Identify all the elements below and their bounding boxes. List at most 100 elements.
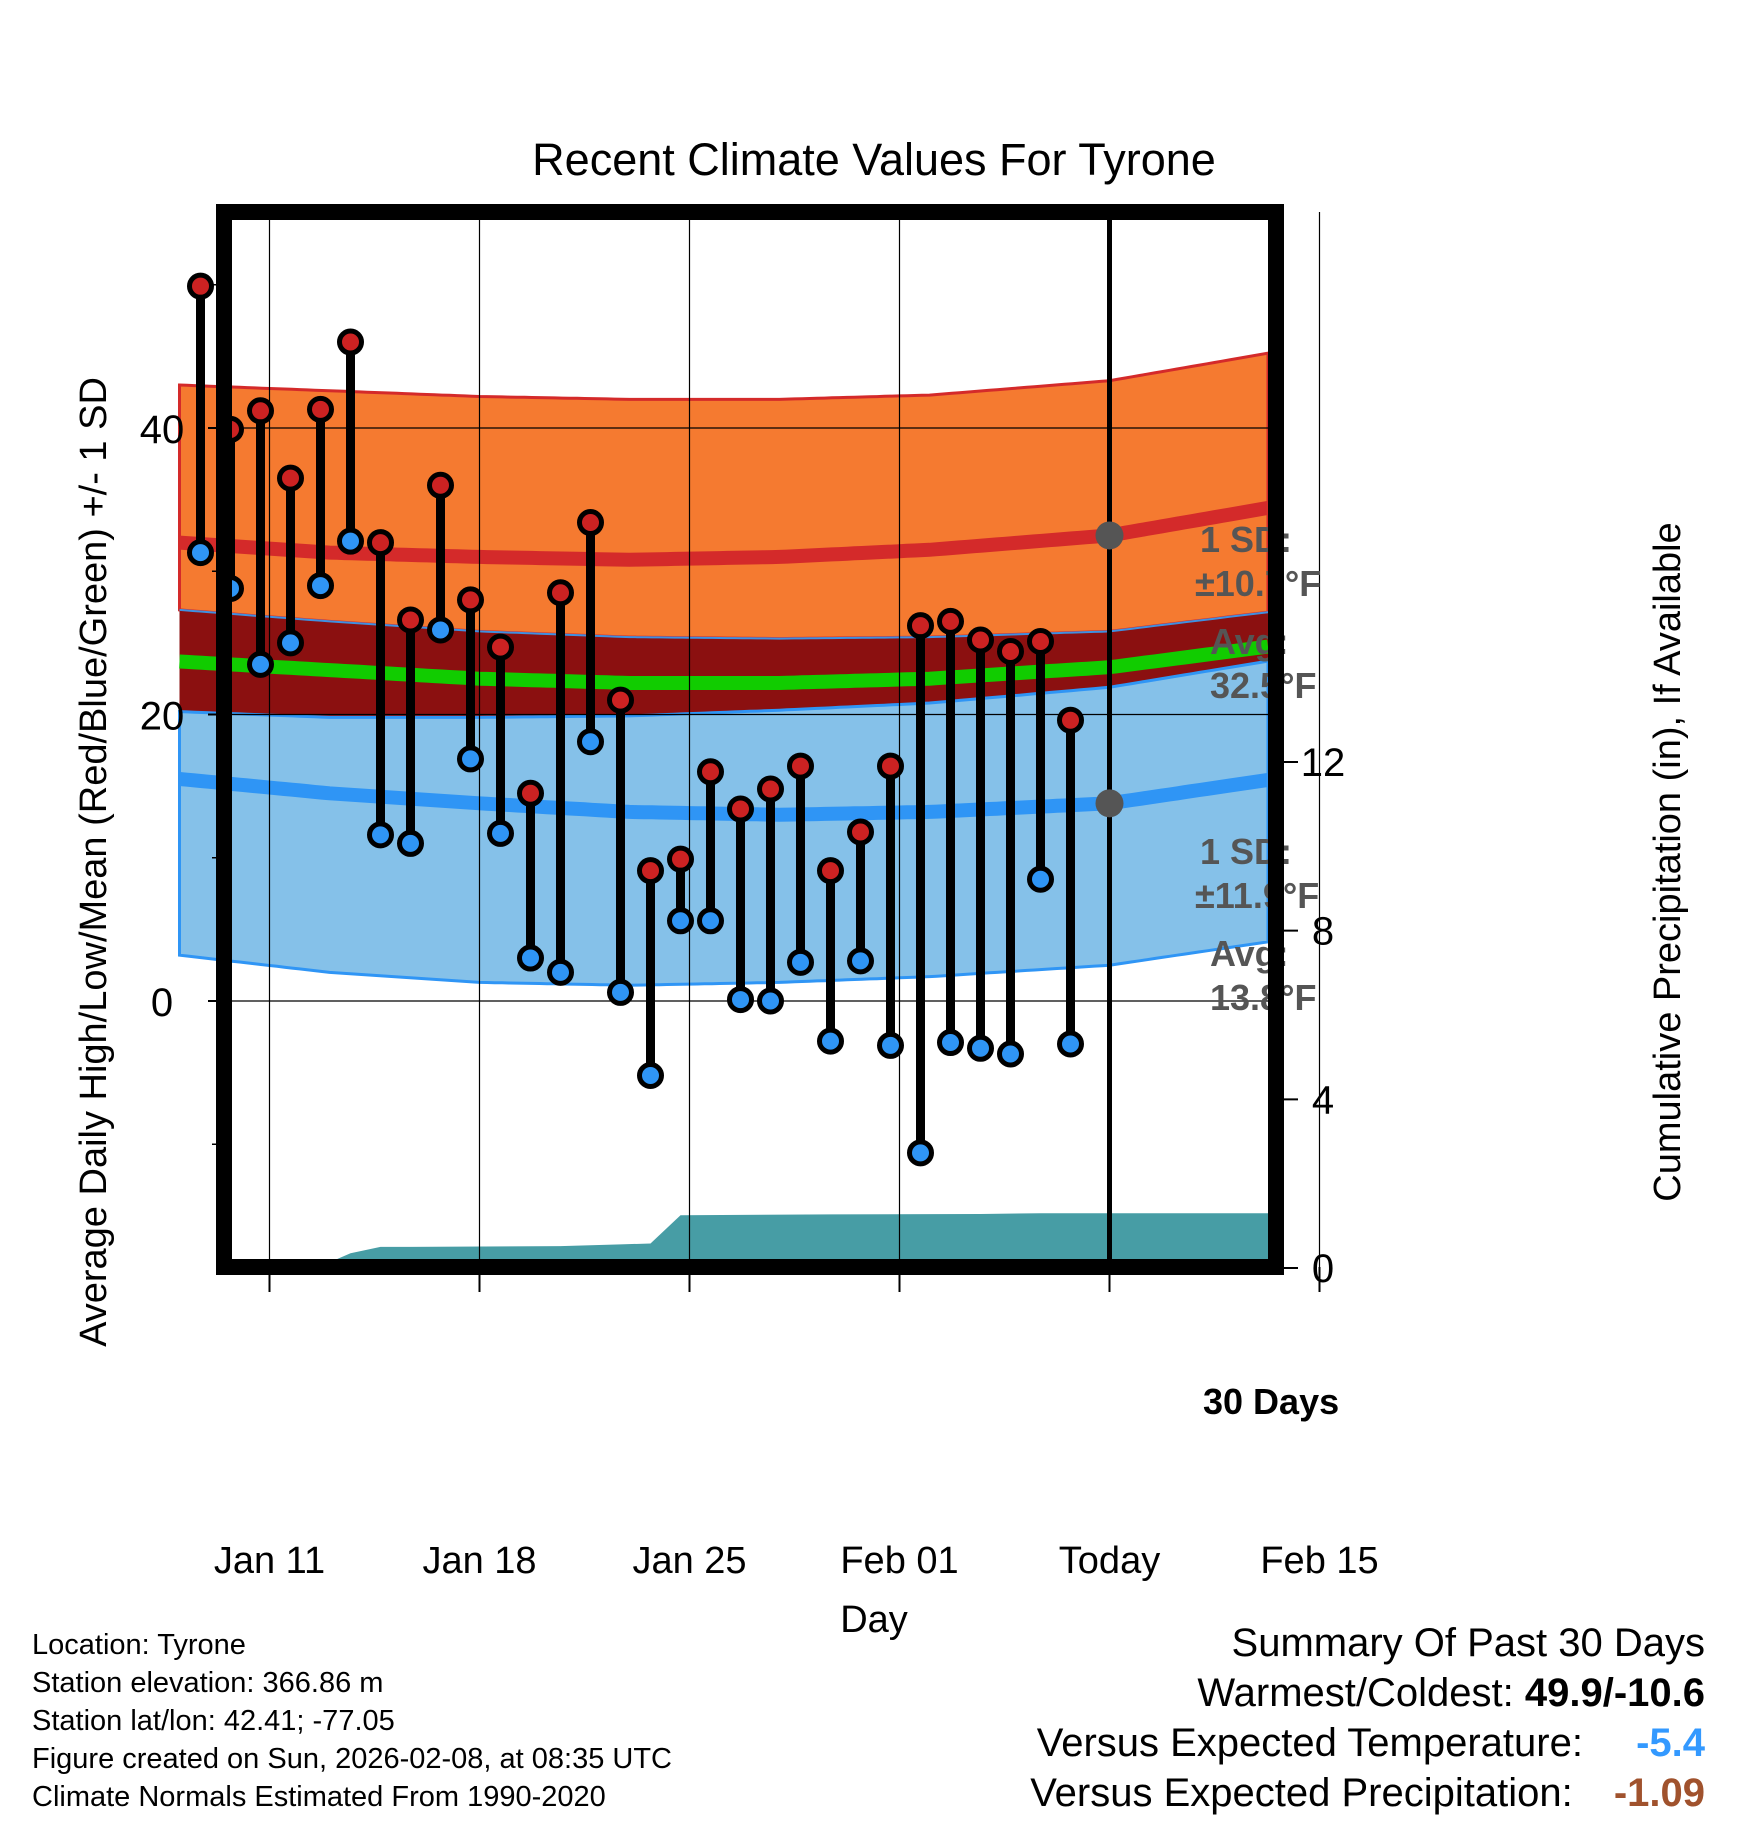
precip-area (224, 1213, 1268, 1268)
created-text: Figure created on Sun, 2026-02-08, at 08… (32, 1743, 672, 1775)
warm-cold-label: Warmest/Coldest: (1197, 1671, 1525, 1715)
high-point-5 (337, 328, 364, 356)
y-axis-label: Average Daily High/Low/Mean (Red/Blue/Gr… (73, 377, 115, 1347)
high-point-12 (547, 579, 574, 607)
high-point-20 (787, 752, 814, 780)
high-point-21 (817, 857, 844, 885)
summary-title: Summary Of Past 30 Days (1231, 1621, 1705, 1665)
low-point-15 (637, 1061, 664, 1089)
y2-tick-label-3: 12 (1301, 741, 1346, 785)
high-point-23 (877, 752, 904, 780)
low-point-28 (1027, 865, 1054, 893)
low-avg-marker (1095, 789, 1124, 818)
y2-axis-label: Cumulative Precipitation (in), If Availa… (1647, 522, 1689, 1201)
low-point-22 (847, 947, 874, 975)
y-tick-label-0: 0 (151, 981, 173, 1025)
high-point-22 (847, 818, 874, 846)
precip-departure-row: Versus Expected Precipitation: -1.09 (1030, 1768, 1705, 1818)
low-point-16 (667, 907, 694, 935)
high-point-25 (937, 607, 964, 635)
elevation-text: Station elevation: 366.86 m (32, 1667, 384, 1699)
low-point-0 (187, 539, 214, 567)
high-point-2 (247, 397, 274, 425)
x-tick-label-2: Jan 25 (632, 1540, 746, 1582)
high-point-18 (727, 795, 754, 823)
y2-tick-label-1: 4 (1312, 1078, 1334, 1122)
normals-text: Climate Normals Estimated From 1990-2020 (32, 1781, 606, 1813)
high-point-8 (427, 471, 454, 499)
x-axis-label: Day (840, 1599, 908, 1641)
chart-title: Recent Climate Values For Tyrone (532, 134, 1216, 185)
low-point-17 (697, 907, 724, 935)
low-point-23 (877, 1031, 904, 1059)
high-point-9 (457, 586, 484, 614)
high-point-17 (697, 758, 724, 786)
high-avg-marker (1095, 521, 1124, 550)
x-tick-label-3: Feb 01 (840, 1540, 958, 1582)
low-point-24 (907, 1139, 934, 1167)
low-point-8 (427, 616, 454, 644)
high-point-15 (637, 857, 664, 885)
x-tick-label-0: Jan 11 (214, 1540, 325, 1582)
y2-tick-label-0: 0 (1312, 1247, 1334, 1291)
low-point-11 (517, 944, 544, 972)
precip-departure-value: -1.09 (1613, 1771, 1705, 1815)
high-point-29 (1057, 706, 1084, 734)
low-sd-value: ±11.9°F (1195, 875, 1319, 916)
high-point-24 (907, 612, 934, 640)
high-point-28 (1027, 627, 1054, 655)
high-point-14 (607, 686, 634, 714)
data-series (187, 212, 1124, 1267)
warm-cold-row: Warmest/Coldest: 49.9/-10.6 (1030, 1668, 1705, 1718)
low-point-10 (487, 819, 514, 847)
low-point-2 (247, 650, 274, 678)
temp-departure-row: Versus Expected Temperature: -5.4 (1030, 1718, 1705, 1768)
high-sd-value: ±10.7°F (1195, 563, 1321, 604)
high-point-11 (517, 779, 544, 807)
low-point-29 (1057, 1030, 1084, 1058)
temp-departure-value: -5.4 (1636, 1721, 1705, 1765)
low-point-3 (277, 629, 304, 657)
normal-mean-line (179, 639, 1269, 690)
axes: 0 20 40 0 4 8 12 Jan 11 Jan 18 Jan 25 Feb 01 Today F… (140, 204, 1379, 1582)
summary-panel: Summary Of Past 30 Days Warmest/Coldest:… (1030, 1618, 1705, 1818)
low-point-13 (577, 728, 604, 756)
high-avg-value: 32.5°F (1210, 665, 1316, 706)
high-point-16 (667, 845, 694, 873)
x-tick-label-5: Feb 15 (1260, 1540, 1378, 1582)
low-point-19 (757, 987, 784, 1015)
low-point-9 (457, 745, 484, 773)
location-text: Location: Tyrone (32, 1629, 246, 1661)
high-point-0 (187, 272, 214, 300)
high-point-3 (277, 464, 304, 492)
high-point-6 (367, 529, 394, 557)
station-info: Location: Tyrone Station elevation: 366.… (32, 1626, 672, 1816)
low-point-18 (727, 986, 754, 1014)
low-avg-value: 13.8°F (1210, 977, 1316, 1018)
y-tick-label-1: 20 (140, 695, 185, 739)
low-point-27 (997, 1040, 1024, 1068)
high-point-13 (577, 509, 604, 537)
temp-departure-label: Versus Expected Temperature: (1036, 1721, 1595, 1765)
y2-tick-label-2: 8 (1312, 910, 1334, 954)
high-point-27 (997, 637, 1024, 665)
low-point-5 (337, 527, 364, 555)
low-point-26 (967, 1034, 994, 1062)
normal-high-lower-edge (179, 608, 1269, 640)
high-point-7 (397, 606, 424, 634)
high-point-26 (967, 626, 994, 654)
low-point-20 (787, 948, 814, 976)
high-point-10 (487, 633, 514, 661)
low-point-6 (367, 821, 394, 849)
low-point-4 (307, 572, 334, 600)
warm-cold-value: 49.9/-10.6 (1524, 1671, 1705, 1715)
high-point-19 (757, 775, 784, 803)
plot-frame (216, 204, 1284, 1275)
low-point-25 (937, 1029, 964, 1057)
latlon-text: Station lat/lon: 42.41; -77.05 (32, 1705, 395, 1737)
precip-departure-label: Versus Expected Precipitation: (1030, 1771, 1584, 1815)
low-point-14 (607, 978, 634, 1006)
low-point-7 (397, 829, 424, 857)
y-tick-label-2: 40 (140, 408, 185, 452)
